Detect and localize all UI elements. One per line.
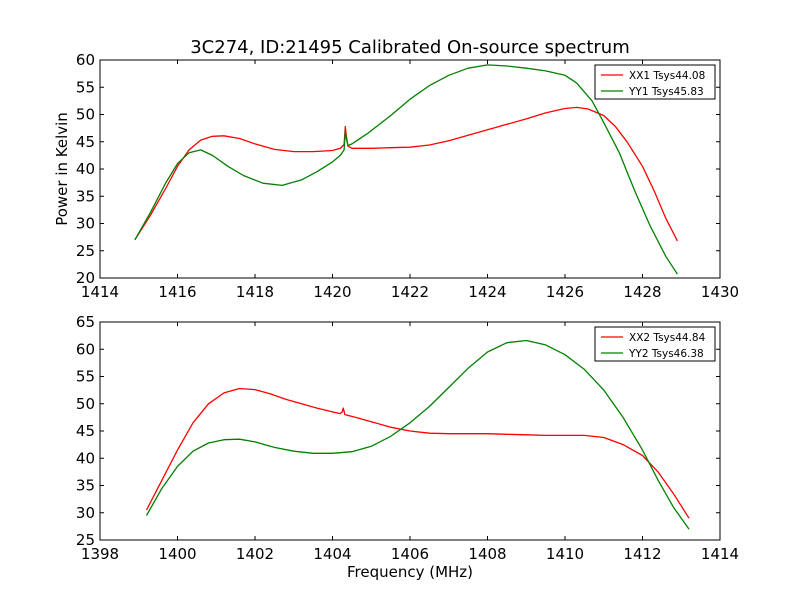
bottom-y-tick-label: 25 xyxy=(76,531,95,549)
top-x-tick-label: 1422 xyxy=(391,283,429,301)
top-x-tick-label: 1424 xyxy=(468,283,506,301)
top-y-tick-label: 25 xyxy=(76,242,95,260)
bottom-x-tick-label: 1410 xyxy=(546,545,584,563)
bottom-x-tick-label: 1406 xyxy=(391,545,429,563)
top-y-tick-label: 20 xyxy=(76,269,95,287)
bottom-series-line-2 xyxy=(145,339,690,530)
bottom-legend-label-1: XX2 Tsys44.84 xyxy=(629,332,706,344)
top-series-line-1 xyxy=(134,106,678,242)
bottom-y-tick-label: 45 xyxy=(76,422,95,440)
bottom-x-tick-label: 1414 xyxy=(701,545,739,563)
top-x-tick-label: 1416 xyxy=(158,283,196,301)
top-y-tick-label: 50 xyxy=(76,106,95,124)
top-legend-label-2: YY1 Tsys45.83 xyxy=(628,86,704,98)
top-legend-box xyxy=(594,64,716,100)
bottom-y-tick-label: 50 xyxy=(76,395,95,413)
bottom-y-tick-label: 40 xyxy=(76,449,95,467)
top-y-tick-label: 55 xyxy=(76,78,95,96)
top-y-tick-label: 30 xyxy=(76,215,95,233)
x-axis-label: Frequency (MHz) xyxy=(347,563,473,581)
top-x-tick-label: 1420 xyxy=(313,283,351,301)
bottom-ticks-layer: 1398 1400 1402 1404 1406 1408 1410 1412 1414 25 30… xyxy=(76,313,739,563)
top-legend: XX1 Tsys44.08 YY1 Tsys45.83 xyxy=(594,64,716,100)
bottom-y-tick-label: 65 xyxy=(76,313,95,331)
bottom-legend: XX2 Tsys44.84 YY2 Tsys46.38 xyxy=(594,326,716,362)
top-ticks-layer: 1414 1416 1418 1420 1422 1424 1426 1428 1430 20 25… xyxy=(76,51,739,301)
top-x-tick-label: 1414 xyxy=(81,283,119,301)
bottom-x-tick-label: 1408 xyxy=(468,545,506,563)
figure-title: 3C274, ID:21495 Calibrated On-source spe… xyxy=(190,37,630,58)
y-axis-label: Power in Kelvin xyxy=(53,112,71,226)
top-x-tick-label: 1430 xyxy=(701,283,739,301)
bottom-legend-label-2: YY2 Tsys46.38 xyxy=(628,348,704,360)
top-x-tick-label: 1418 xyxy=(236,283,274,301)
top-y-tick-label: 60 xyxy=(76,51,95,69)
top-x-tick-label: 1426 xyxy=(546,283,584,301)
bottom-y-tick-label: 60 xyxy=(76,340,95,358)
top-y-tick-label: 40 xyxy=(76,160,95,178)
bottom-series-line-1 xyxy=(145,387,690,519)
top-x-tick-label: 1428 xyxy=(623,283,661,301)
bottom-spectrum-plot: 1398 1400 1402 1404 1406 1408 1410 1412 1414 25 30… xyxy=(76,313,739,563)
bottom-x-tick-label: 1404 xyxy=(313,545,351,563)
bottom-x-tick-label: 1400 xyxy=(158,545,196,563)
bottom-x-tick-label: 1412 xyxy=(623,545,661,563)
bottom-series-layer xyxy=(145,339,690,530)
top-series-layer xyxy=(134,64,678,275)
top-series-line-2 xyxy=(134,64,678,275)
bottom-y-tick-label: 55 xyxy=(76,368,95,386)
bottom-y-tick-label: 30 xyxy=(76,504,95,522)
top-spectrum-plot: 1414 1416 1418 1420 1422 1424 1426 1428 1430 20 25… xyxy=(76,51,739,301)
bottom-legend-box xyxy=(594,326,716,362)
top-legend-label-1: XX1 Tsys44.08 xyxy=(629,70,705,82)
bottom-x-tick-label: 1398 xyxy=(81,545,119,563)
bottom-y-tick-label: 35 xyxy=(76,477,95,495)
bottom-x-tick-label: 1402 xyxy=(236,545,274,563)
top-y-tick-label: 35 xyxy=(76,187,95,205)
top-y-tick-label: 45 xyxy=(76,133,95,151)
